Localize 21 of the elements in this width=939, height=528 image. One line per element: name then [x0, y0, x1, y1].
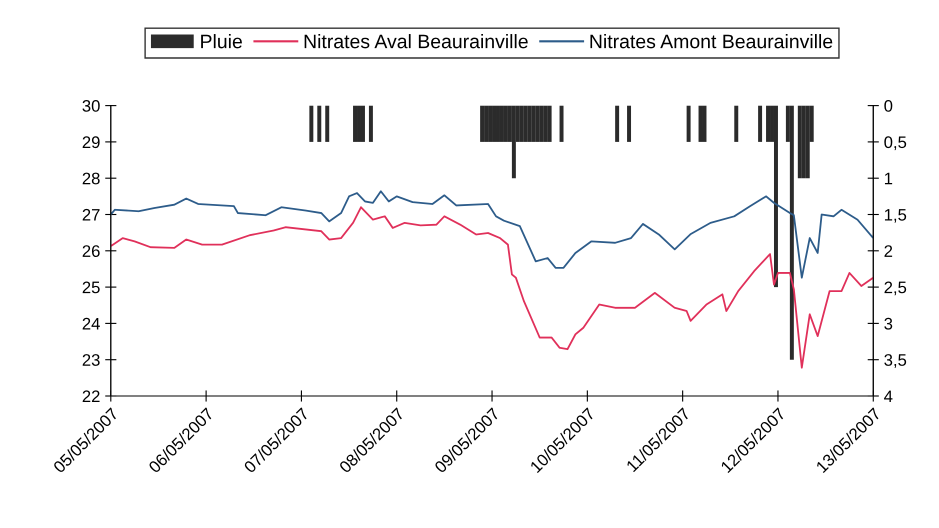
y2-tick-label: 4	[884, 390, 892, 402]
y-tick-label: 30	[82, 100, 100, 112]
y-tick-label: 23	[82, 354, 100, 366]
y-tick-label: 29	[82, 136, 100, 148]
legend-label: Pluie	[201, 34, 242, 48]
y-tick-label: 27	[82, 208, 100, 221]
y2-tick-label: 3,5	[884, 354, 906, 368]
y2-tick-label: 0,5	[884, 136, 906, 150]
y2-tick-label: 3	[884, 318, 892, 330]
y2-tick-label: 1,5	[884, 209, 906, 223]
y2-tick-label: 2	[884, 245, 892, 257]
legend-label: Nitrates Amont Beaurainville	[590, 34, 832, 48]
y2-tick-label: 1	[884, 172, 892, 184]
legend-label: Nitrates Aval Beaurainville	[304, 34, 528, 48]
y2-tick-label: 0	[884, 100, 892, 112]
y-tick-label: 22	[82, 390, 100, 402]
y-tick-label: 28	[82, 172, 100, 184]
y2-tick-label: 2,5	[884, 282, 906, 296]
y-tick-label: 24	[82, 318, 100, 330]
y-tick-label: 25	[82, 282, 100, 294]
y-tick-label: 26	[82, 245, 100, 258]
